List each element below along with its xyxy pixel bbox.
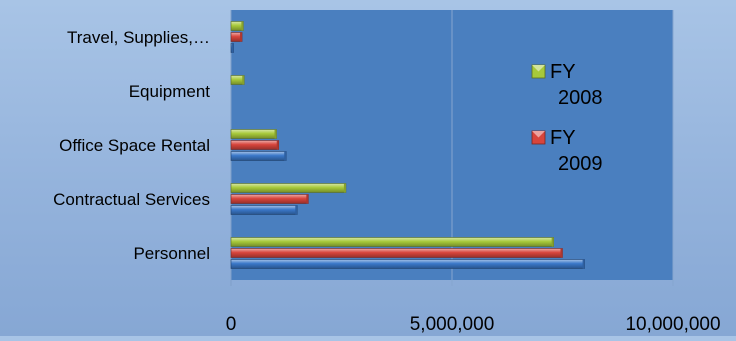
category-label: Contractual Services [53,190,210,209]
bar [230,183,347,193]
legend-label: FY [550,61,576,83]
category-label: Office Space Rental [59,136,210,155]
bar [230,205,298,215]
bar-cap [231,43,234,53]
bar [230,194,309,204]
x-tick-label: 0 [226,314,237,335]
bar-cap [241,21,244,31]
bar [230,248,563,258]
bar [230,140,280,150]
bar-cap [295,205,298,215]
bar-cap [284,151,287,161]
bars [230,21,585,269]
bar-cap [274,129,277,139]
legend-label: 2008 [558,87,603,109]
bar [230,237,554,247]
bar-cap [240,32,243,42]
category-label: Equipment [129,82,211,101]
category-labels: Personnel Contractual Services Office Spac… [53,28,210,263]
bar-cap [276,140,279,150]
bar-cap [551,237,554,247]
bar-cap [343,183,346,193]
category-label: Personnel [133,244,210,263]
legend: FY 2008 FY 2009 [531,61,603,175]
legend-marker [531,130,546,145]
x-tick-labels: 0 5,000,000 10,000,000 [226,314,721,335]
bar [230,129,277,139]
legend-label: 2009 [558,153,603,175]
x-tick-label: 10,000,000 [625,314,720,335]
bar-cap [306,194,309,204]
legend-marker [531,64,546,79]
legend-label: FY [550,127,576,149]
bar [230,259,585,269]
bar-cap [242,75,245,85]
bar-cap [560,248,563,258]
bar-cap [582,259,585,269]
x-tick-label: 5,000,000 [410,314,495,335]
category-label: Travel, Supplies,… [67,28,210,47]
bar [230,151,287,161]
